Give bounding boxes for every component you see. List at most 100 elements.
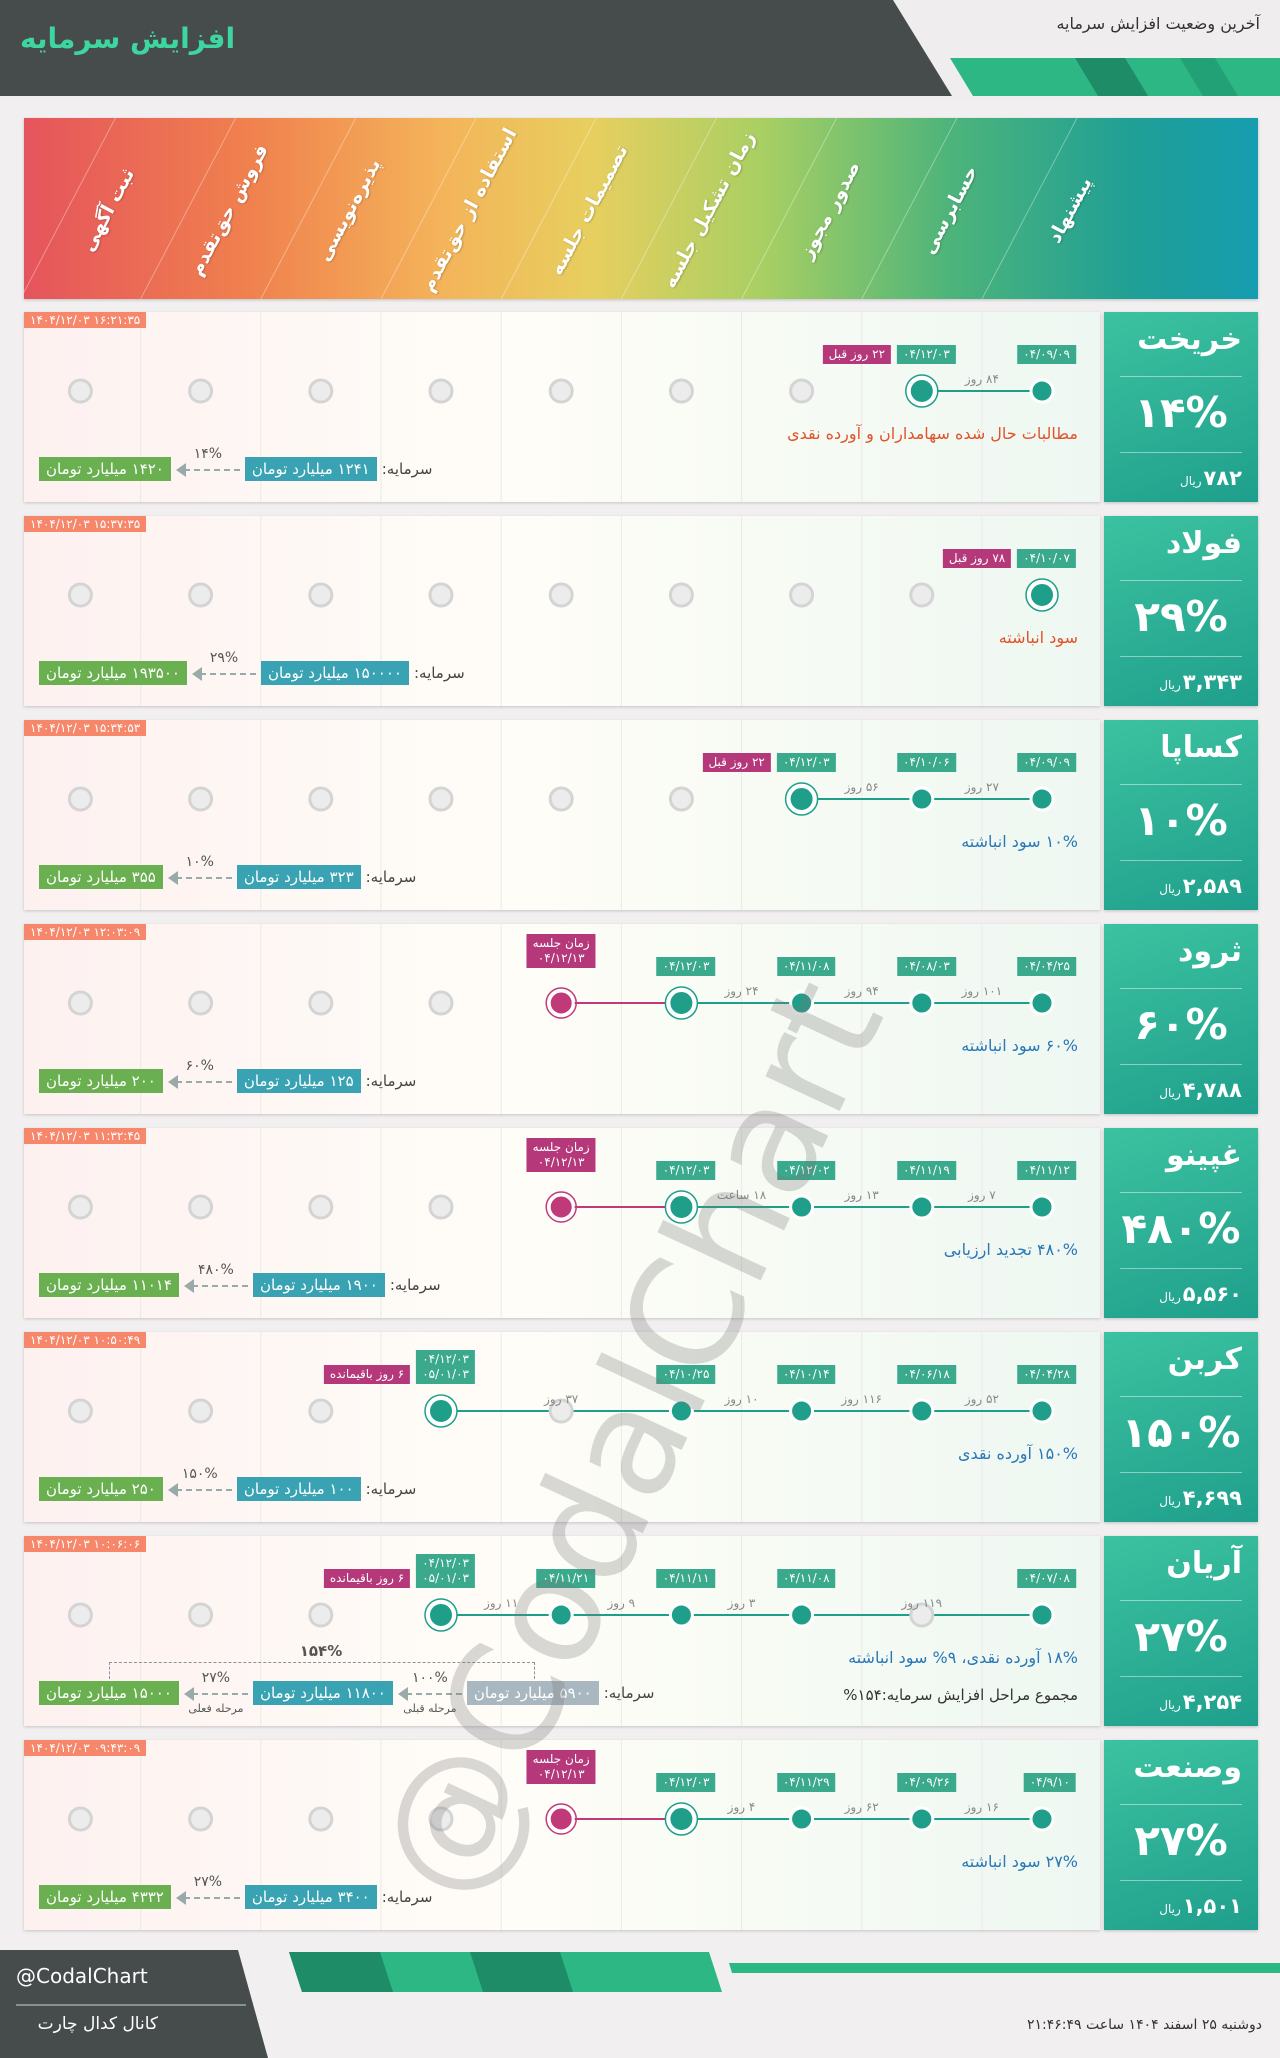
arrow-head [397,1687,408,1701]
stage-dot-done [1029,1602,1055,1628]
company-name: وصنعت [1133,1750,1242,1785]
gap-label: ۱۰۱ روز [961,984,1003,998]
capital-label: سرمایه: [413,664,465,682]
card-divider [1120,860,1242,861]
gap-label: ۱۶ روز [964,1800,999,1814]
stage-dot-done [789,1398,815,1424]
arrow-head [167,1075,178,1089]
date-group: ۰۴/۰۷/۰۸ [1017,1569,1076,1588]
capital-arrow: ۱۵۰% [167,1466,232,1504]
meeting-date: ۰۴/۱۲/۱۳ [537,1767,585,1781]
arrow-line [199,673,256,675]
meeting-title: زمان جلسه [532,1140,590,1154]
capital: ۱۹۳۵۰۰ میلیارد تومان ۲۹% ۱۵۰۰۰۰ میلیارد تو… [39,650,465,688]
date-text: ۰۴/۰۴/۲۸ [1023,1367,1070,1381]
stage-dot-empty [668,582,694,608]
capital-arrow: ۱۰% [167,854,232,892]
stage-dot-done [909,1194,935,1220]
stage-dot-empty [548,1398,574,1424]
timestamp: ۱۴۰۴/۱۲/۰۳ ۱۵:۳۴:۵۳ [24,720,147,736]
capital-arrow: ۶۰% [167,1058,232,1096]
gap-label: ۵۶ روز [844,780,879,794]
capital-box: ۳۵۵ میلیارد تومان [39,865,163,889]
date-text: ۰۴/۱۱/۲۱ [542,1571,590,1585]
arrow-head [175,463,186,477]
arrow-line [183,1897,240,1899]
meeting-title: زمان جلسه [532,1752,590,1766]
stage-dot-ring [545,1191,577,1223]
date-box: ۰۴/۱۱/۰۸ [776,1569,836,1588]
timeline [67,312,1055,502]
stage-dot-empty [428,1806,454,1832]
date-box: ۰۴/۱۲/۰۲ [776,1161,836,1180]
price-currency: ریال [1159,882,1181,896]
gap-label: ۸۴ روز [964,372,999,386]
stage-dot-empty [548,786,574,812]
capital-arrow: ۴۸۰% [183,1262,248,1300]
timestamp: ۱۴۰۴/۱۲/۰۳ ۰۹:۴۳:۰۹ [24,1740,147,1756]
card-divider [1120,1880,1242,1881]
company-card: کربن ۱۵۰% ریال ۴,۶۹۹ [1104,1332,1258,1522]
capital-pct: ۱۴% [193,446,223,462]
date-badge: ۶ روز باقیمانده [323,1569,411,1588]
gap-label: ۱۰ روز [724,1392,759,1406]
stage-dot-done [548,1602,574,1628]
date-badge: ۲۲ روز قبل [702,753,771,772]
company-panel: ۱۴۰۴/۱۲/۰۳ ۱۵:۳۷:۳۵ ۷۸ روز قبل ۰۴/۱۰/۰۷ سود… [24,516,1100,706]
date-text: ۰۴/۰۶/۱۸ [903,1367,950,1381]
price-row: ریال ۱,۵۰۱ [1159,1894,1242,1918]
stage-dot-done [1029,378,1055,404]
date-group: ۶ روز باقیمانده ۰۴/۱۲/۰۳ ۰۵/۰۱/۰۳ [323,1350,475,1384]
date-text: ۰۴/۱۱/۲۹ [782,1775,830,1789]
price-currency: ریال [1159,1290,1181,1304]
date-text: ۰۴/۱۱/۰۸ [782,959,830,973]
stage-dot-done [789,1194,815,1220]
date-group: ۷۸ روز قبل ۰۴/۱۰/۰۷ [942,549,1076,568]
stage-dot-empty [67,378,93,404]
company-panel: ۱۴۰۴/۱۲/۰۳ ۱۵:۳۴:۵۳ ۰۴/۰۹/۰۹ ۰۴/۱۰/۰۶ ۲۷ رو… [24,720,1100,910]
stage-dot-current [1029,582,1055,608]
stage-dot-empty [428,378,454,404]
stage-dot-empty [428,582,454,608]
date-text: ۰۴/۱۰/۱۴ [782,1367,830,1381]
stage-dot-done [668,1398,694,1424]
stage-dot-empty [548,582,574,608]
capital-pct: ۲۷% [193,1874,223,1890]
date-text: ۰۴/۱۲/۰۳ [422,1556,469,1570]
date-text: ۰۴/۱۰/۲۵ [662,1367,710,1381]
stage-divider [260,118,357,299]
card-divider [1120,452,1242,453]
date-group: ۰۴/۱۱/۱۲ [1017,1161,1076,1180]
card-divider [1120,1472,1242,1473]
meeting-label: زمان جلسه ۰۴/۱۲/۱۳ [526,1138,596,1172]
capital-pct: ۴۸۰% [198,1262,234,1278]
stage-dot-empty [548,378,574,404]
arrow-line [175,1081,232,1083]
company-panel: ۱۴۰۴/۱۲/۰۳ ۱۶:۲۱:۳۵ ۰۴/۰۹/۰۹ ۲۲ روز قبل ۰۴/… [24,312,1100,502]
stage-dot-done [789,1806,815,1832]
total-pct: ۱۵۴% [299,1642,343,1660]
date-box: ۰۴/۱۱/۱۹ [897,1161,956,1180]
stage-dot-empty [188,1194,214,1220]
company-name: کربن [1167,1342,1242,1377]
date-box: ۰۴/۱۰/۲۵ [656,1365,716,1384]
date-group: ۲۲ روز قبل ۰۴/۱۲/۰۳ [822,345,956,364]
company-percent: ۶۰% [1134,1000,1228,1049]
stage-dot-empty [308,582,334,608]
capital: ۲۰۰ میلیارد تومان ۶۰% ۱۲۵ میلیارد تومان سرم… [39,1058,416,1096]
price-row: ریال ۴,۶۹۹ [1159,1486,1242,1510]
stage-dot-empty [308,1194,334,1220]
stage-dot-done [909,1806,935,1832]
stage-band: پیشنهاد حسابرسی صدور مجوز زمان تشکیل جلسه تص… [24,118,1258,299]
stage-dot-empty [67,1806,93,1832]
gap-label: ۱۸ ساعت [716,1188,767,1202]
price-currency: ریال [1159,1086,1181,1100]
stage-divider [981,118,1078,299]
capital: ۱۵۰۰۰ میلیارد تومان ۲۷% مرحله فعلی ۱۱۸۰۰ می… [39,1642,654,1715]
stage-dot-empty [67,582,93,608]
date-box: ۰۴/۱۱/۲۱ [536,1569,596,1588]
capital-caption: مرحله قبلی [403,1702,457,1715]
price-value: ۳,۳۴۳ [1182,670,1242,694]
gap-label: ۶۲ روز [844,1800,879,1814]
